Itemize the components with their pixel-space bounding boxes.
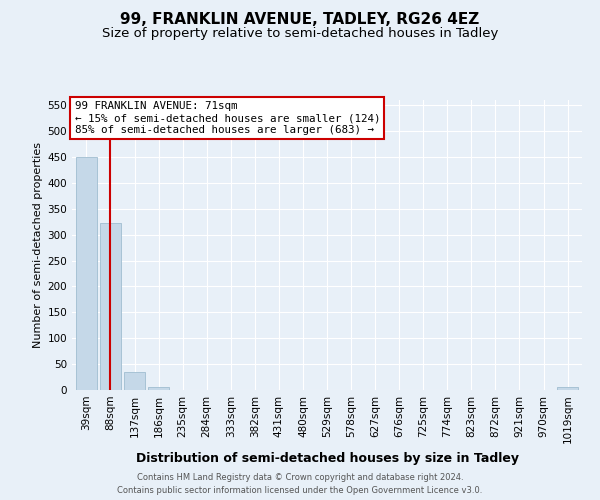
Text: 99, FRANKLIN AVENUE, TADLEY, RG26 4EZ: 99, FRANKLIN AVENUE, TADLEY, RG26 4EZ [121,12,479,28]
Text: Contains HM Land Registry data © Crown copyright and database right 2024.
Contai: Contains HM Land Registry data © Crown c… [118,474,482,495]
Y-axis label: Number of semi-detached properties: Number of semi-detached properties [33,142,43,348]
X-axis label: Distribution of semi-detached houses by size in Tadley: Distribution of semi-detached houses by … [136,452,518,465]
Bar [124,372,145,390]
Text: Size of property relative to semi-detached houses in Tadley: Size of property relative to semi-detach… [102,28,498,40]
Bar [100,223,121,390]
Bar [148,387,169,390]
Bar [557,388,578,390]
Text: 99 FRANKLIN AVENUE: 71sqm
← 15% of semi-detached houses are smaller (124)
85% of: 99 FRANKLIN AVENUE: 71sqm ← 15% of semi-… [74,102,380,134]
Bar [76,158,97,390]
